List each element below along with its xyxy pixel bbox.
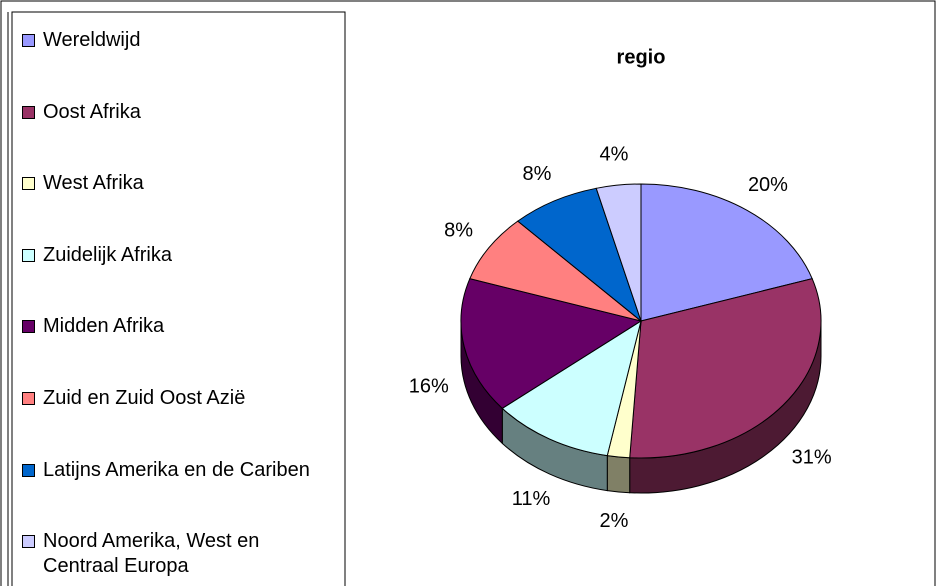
legend-swatch — [22, 34, 35, 47]
legend-entry: Zuid en Zuid Oost Azië — [22, 386, 327, 411]
legend-label: Oost Afrika — [43, 100, 141, 123]
slice — [629, 278, 822, 459]
data-label: 11% — [512, 488, 551, 510]
slice — [640, 183, 813, 322]
legend-swatch — [22, 248, 35, 262]
legend-entry: Midden Afrika — [22, 314, 327, 339]
chart-title: regio — [617, 46, 666, 68]
data-label: 20% — [748, 174, 788, 196]
slice — [501, 319, 642, 457]
legend-box — [11, 11, 346, 586]
legend-entry: Noord Amerika, West en Centraal Europa — [22, 529, 327, 579]
slice — [595, 183, 642, 322]
data-label: 31% — [792, 447, 832, 469]
legend-entry: Wereldwijd — [22, 28, 327, 53]
legend-entry: Oost Afrika — [22, 100, 327, 125]
data-label: 4% — [599, 143, 628, 165]
data-label: 8% — [444, 220, 473, 242]
legend-swatch — [22, 535, 35, 549]
legend-label: Noord Amerika, West en Centraal Europa — [43, 530, 260, 578]
legend-entry: Latijns Amerika en de Cariben — [22, 458, 327, 483]
legend-entry: West Afrika — [22, 171, 327, 196]
data-label: 2% — [599, 510, 628, 532]
legend-swatch — [22, 392, 35, 405]
legend-entry: Zuidelijk Afrika — [22, 243, 327, 268]
legend-swatch — [22, 463, 35, 477]
slice-side — [606, 454, 631, 494]
data-label: 16% — [409, 376, 449, 398]
data-label: 8% — [522, 163, 551, 185]
legend-label: Zuid en Zuid Oost Azië — [43, 387, 246, 409]
slice — [469, 220, 642, 322]
legend-label: West Afrika — [43, 172, 144, 195]
legend-label: Midden Afrika — [43, 315, 165, 338]
legend-swatch — [22, 105, 35, 119]
slice — [516, 187, 643, 323]
legend-swatch — [22, 320, 35, 334]
legend-label: Zuidelijk Afrika — [43, 243, 172, 266]
legend-swatch — [22, 177, 35, 191]
legend-label: Wereldwijd — [43, 29, 141, 51]
slice — [460, 278, 643, 409]
legend-label: Latijns Amerika en de Cariben — [43, 458, 310, 481]
